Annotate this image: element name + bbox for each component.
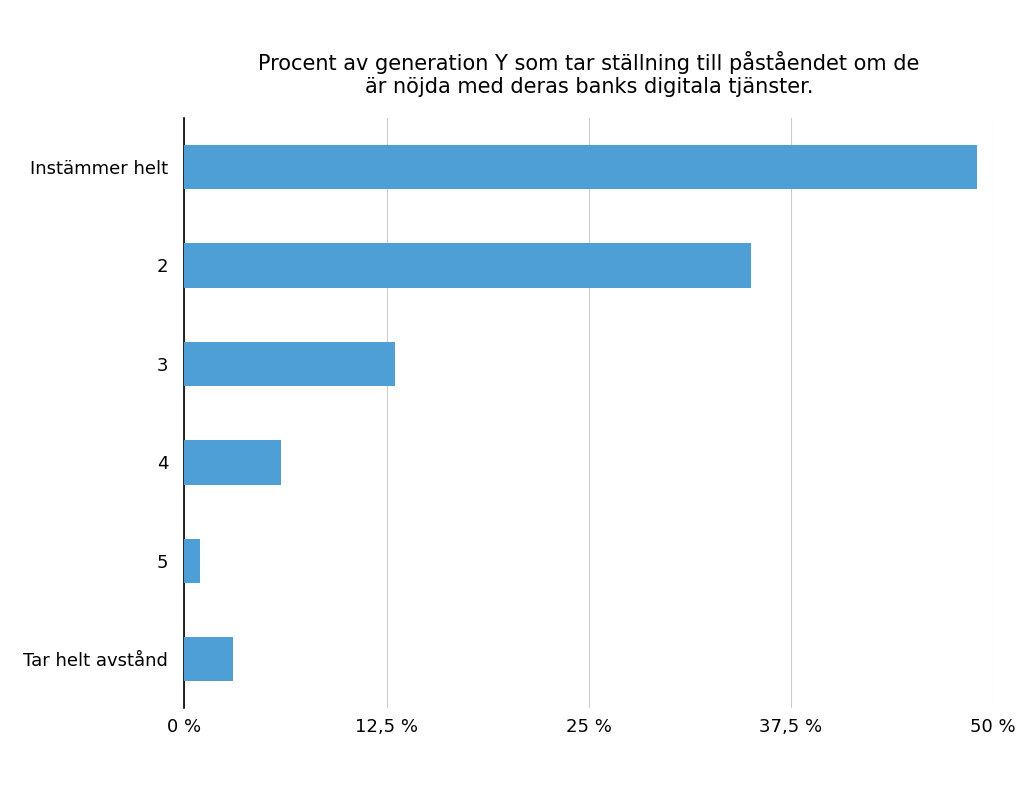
Title: Procent av generation Y som tar ställning till påståendet om de
är nöjda med der: Procent av generation Y som tar ställnin… [258,51,920,97]
Bar [184,637,232,682]
Bar [184,342,394,386]
Bar [184,243,751,287]
Bar [184,145,977,189]
Bar [184,539,201,583]
Bar [184,440,282,485]
